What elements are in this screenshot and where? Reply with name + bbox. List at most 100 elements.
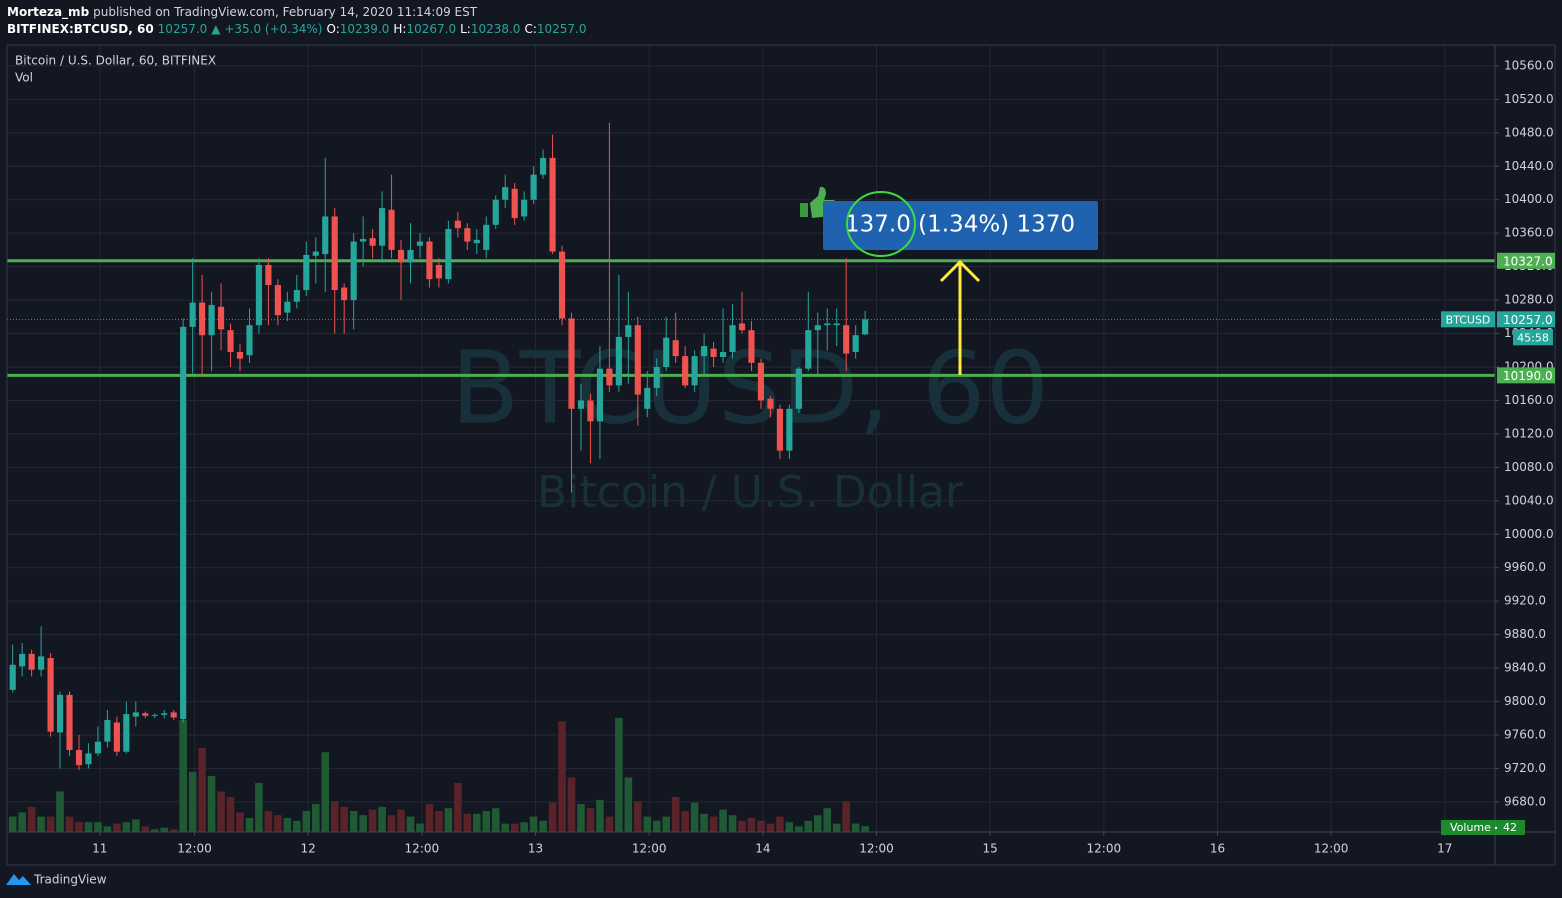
volume-bar [141, 826, 150, 832]
candle-body [502, 187, 509, 200]
volume-bar [624, 777, 633, 832]
candle-body [596, 368, 604, 422]
volume-bar [435, 811, 443, 832]
y-tick-label: 10160.0 [1504, 393, 1554, 407]
candle-body [274, 285, 281, 316]
candle-body [113, 722, 120, 752]
volume-label-box [1441, 820, 1525, 835]
published: published on TradingView.com, February 1… [93, 5, 478, 19]
candle-body [540, 157, 547, 175]
header: Morteza_mb published on TradingView.com, … [7, 4, 586, 38]
y-tick-label: 10120.0 [1504, 426, 1554, 440]
volume-bar [368, 809, 377, 832]
volume-bar [8, 816, 17, 832]
y-tick-label: 10000.0 [1504, 527, 1554, 541]
x-tick-label: 15 [983, 842, 998, 856]
candle-body [341, 287, 348, 301]
volume-bar [169, 829, 178, 832]
candle-body [397, 249, 405, 263]
volume-bar [264, 811, 273, 832]
y-tick-label: 9720.0 [1504, 761, 1546, 775]
candle-body [473, 239, 480, 244]
volume-bar [160, 827, 169, 832]
candle-body [312, 251, 319, 256]
candle-body [776, 408, 783, 451]
volume-bar [520, 822, 528, 832]
watermark-name: Bitcoin / U.S. Dollar [537, 467, 964, 518]
change: ▲ +35.0 (+0.34%) [211, 22, 323, 36]
candle-body [767, 398, 774, 409]
candle-body [426, 241, 433, 280]
candle-body [843, 325, 850, 354]
volume-bar [851, 823, 860, 832]
x-tick-label: 17 [1437, 842, 1452, 856]
y-tick-label: 10080.0 [1504, 460, 1554, 474]
volume-bar [226, 797, 235, 832]
volume-bar [501, 823, 509, 832]
volume-bar [738, 820, 746, 832]
ohlc-key: H: [393, 22, 407, 36]
y-tick-label: 10520.0 [1504, 92, 1554, 106]
candle-body [236, 351, 244, 359]
x-tick-label: 12:00 [1087, 842, 1122, 856]
volume-bar [766, 823, 775, 832]
candle-body [360, 239, 367, 242]
candle-body [132, 712, 139, 717]
candle-body [388, 209, 395, 250]
y-tick-label: 10400.0 [1504, 192, 1554, 206]
candle-body [672, 340, 679, 357]
candle-body [587, 400, 594, 422]
candle-body [710, 348, 717, 357]
volume-bar [236, 812, 244, 832]
volume-bar [349, 811, 358, 832]
volume-bar [728, 815, 737, 832]
logo [6, 874, 31, 885]
volume-bar [671, 797, 680, 832]
countdown-box [1513, 329, 1553, 346]
volume-bar [473, 813, 481, 832]
y-tick-label: 10480.0 [1504, 125, 1554, 139]
volume-bar [27, 806, 36, 832]
volume-bar [813, 815, 822, 832]
candle-body [701, 346, 708, 357]
ohlc-key: C: [524, 22, 537, 36]
volume-bar [293, 820, 301, 832]
volume-bar [122, 822, 131, 832]
volume-bar [577, 804, 585, 832]
header-row-2: BITFINEX:BTCUSD, 60 10257.0 ▲ +35.0 (+0.34… [7, 21, 586, 38]
candle-body [104, 719, 111, 742]
candle-body [38, 656, 45, 670]
candle-body [862, 319, 869, 335]
candle-body [615, 336, 622, 386]
volume-bar [444, 808, 453, 832]
volume-bar [510, 823, 519, 832]
candle-body [284, 301, 291, 313]
candle-body [464, 228, 471, 242]
candle-body [805, 330, 812, 369]
candle-body [123, 714, 130, 752]
candle-body [577, 400, 585, 409]
ohlc-value: 10267.0 [406, 22, 457, 36]
volume [8, 717, 869, 832]
candle-body [454, 220, 461, 229]
volume-bar [65, 816, 74, 832]
grid [7, 45, 1495, 832]
volume-bar [321, 752, 330, 832]
candle-body [663, 337, 670, 367]
author: Morteza_mb [7, 5, 90, 19]
volume-bar [18, 812, 26, 832]
volume-bar [302, 811, 311, 832]
volume-bar [454, 783, 462, 832]
y-tick-label: 9680.0 [1504, 794, 1546, 808]
volume-bar [605, 816, 614, 832]
level-label: 10190.0 [1503, 369, 1553, 383]
volume-bar [709, 816, 718, 832]
volume-bar [217, 791, 225, 832]
volume-bar [150, 829, 159, 832]
symbol-box [1441, 311, 1495, 328]
candle-body [28, 653, 35, 670]
volume-bar [747, 818, 756, 832]
candle-body [416, 241, 424, 246]
volume-bar [188, 771, 197, 832]
